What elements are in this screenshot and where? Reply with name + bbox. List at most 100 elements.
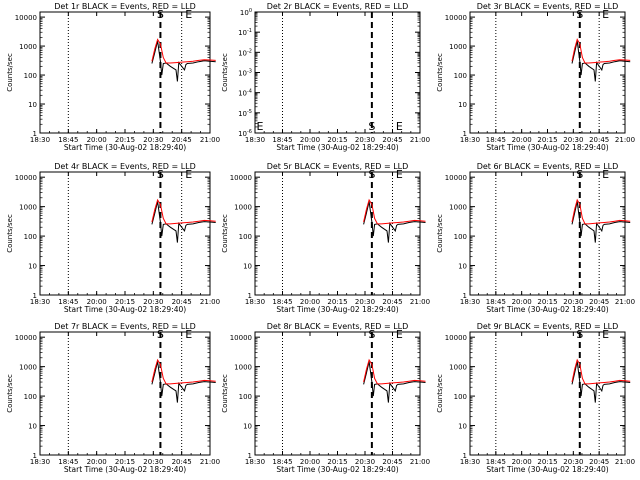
x-tick-label: 20:15 xyxy=(327,458,347,466)
x-axis-label: Start Time (30-Aug-02 18:29:40) xyxy=(276,143,398,152)
x-tick-label: 21:00 xyxy=(410,136,430,144)
y-tick-label: 10 xyxy=(28,101,37,109)
y-tick-label: 10000 xyxy=(15,334,37,342)
x-axis-label: Start Time (30-Aug-02 18:29:40) xyxy=(64,305,186,314)
y-tick-label: 10 xyxy=(458,263,467,271)
y-tick-label: 100 xyxy=(454,72,467,80)
x-axis-label: Start Time (30-Aug-02 18:29:40) xyxy=(64,143,186,152)
plot-frame xyxy=(254,331,421,456)
y-tick-label: 1 xyxy=(463,292,467,300)
x-tick-label: 20:45 xyxy=(589,298,609,306)
x-tick-label: 21:00 xyxy=(200,136,220,144)
panel-title: Det 2r BLACK = Events, RED = LLD xyxy=(267,2,409,11)
x-tick-label: 20:15 xyxy=(537,298,557,306)
y-tick-label: 10-1 xyxy=(238,28,252,37)
lld-series-line xyxy=(363,198,426,225)
y-axis-label: Counts/sec xyxy=(436,374,444,413)
y-tick-label: 10 xyxy=(243,263,252,271)
end-marker-label: E xyxy=(185,8,192,21)
x-tick-label: 20:00 xyxy=(512,136,532,144)
y-tick-label: 1 xyxy=(463,130,467,138)
x-tick-label: 20:30 xyxy=(143,298,163,306)
x-tick-label: 18:30 xyxy=(30,298,50,306)
x-tick-label: 20:15 xyxy=(327,136,347,144)
start-marker-label: S xyxy=(576,328,583,341)
end-marker-label: E xyxy=(396,120,403,133)
x-tick-label: 21:00 xyxy=(410,298,430,306)
y-tick-label: 1 xyxy=(33,292,37,300)
panel-title: Det 3r BLACK = Events, RED = LLD xyxy=(477,2,619,11)
y-tick-label: 10000 xyxy=(445,174,467,182)
y-axis-label: Counts/sec xyxy=(436,214,444,253)
x-tick-label: 18:45 xyxy=(486,298,506,306)
start-marker-label: S xyxy=(157,328,164,341)
events-series-line xyxy=(363,361,426,403)
y-tick-label: 10 xyxy=(28,423,37,431)
x-tick-label: 20:00 xyxy=(87,458,107,466)
y-tick-label: 1000 xyxy=(19,204,37,212)
x-tick-label: 21:00 xyxy=(200,298,220,306)
end-marker-label: E xyxy=(602,8,609,21)
y-axis-label: Counts/sec xyxy=(221,214,229,253)
detector-panel-7: Det 7r BLACK = Events, RED = LLD 18:30 18:… xyxy=(6,322,220,474)
x-tick-label: 20:30 xyxy=(143,458,163,466)
lld-series-line xyxy=(151,358,216,385)
y-tick-label: 10000 xyxy=(445,14,467,22)
detector-panel-8: Det 8r BLACK = Events, RED = LLD 18:30 18:… xyxy=(221,322,430,474)
y-tick-label: 10 xyxy=(458,101,467,109)
detector-panel-3: Det 3r BLACK = Events, RED = LLD 18:30 18:… xyxy=(436,2,635,152)
x-tick-label: 20:45 xyxy=(382,136,402,144)
x-tick-label: 20:45 xyxy=(382,458,402,466)
panel-title: Det 6r BLACK = Events, RED = LLD xyxy=(477,162,619,171)
x-tick-label: 18:45 xyxy=(272,458,292,466)
x-tick-label: 18:45 xyxy=(486,136,506,144)
x-tick-label: 21:00 xyxy=(615,458,635,466)
events-series-line xyxy=(151,201,216,243)
x-tick-label: 18:45 xyxy=(58,458,78,466)
y-tick-label: 100 xyxy=(454,233,467,241)
y-tick-label: 10-3 xyxy=(238,69,252,78)
y-tick-label: 10000 xyxy=(445,334,467,342)
y-tick-label: 10-4 xyxy=(238,89,252,98)
start-marker-label: S xyxy=(368,328,375,341)
y-axis-label: Counts/sec xyxy=(6,214,14,253)
panel-title: Det 9r BLACK = Events, RED = LLD xyxy=(477,322,619,331)
y-tick-label: 1000 xyxy=(234,204,252,212)
y-tick-label: 10 xyxy=(243,423,252,431)
end-marker-label: E xyxy=(396,168,403,181)
x-tick-label: 20:00 xyxy=(512,298,532,306)
y-axis-label: Counts/sec xyxy=(6,374,14,413)
y-tick-label: 10 xyxy=(458,423,467,431)
x-axis-label: Start Time (30-Aug-02 18:29:40) xyxy=(276,305,398,314)
panel-title: Det 4r BLACK = Events, RED = LLD xyxy=(54,162,196,171)
y-tick-label: 1000 xyxy=(19,43,37,51)
y-tick-label: 100 xyxy=(454,393,467,401)
y-tick-label: 10-6 xyxy=(238,129,252,138)
x-tick-label: 20:15 xyxy=(327,298,347,306)
end-marker-label: E xyxy=(396,328,403,341)
y-tick-label: 1 xyxy=(33,452,37,460)
y-tick-label: 100 xyxy=(24,233,37,241)
start-marker-label: S xyxy=(368,120,375,133)
x-tick-label: 20:30 xyxy=(563,458,583,466)
x-tick-label: 18:30 xyxy=(460,458,480,466)
y-tick-label: 10000 xyxy=(15,14,37,22)
x-tick-label: 20:15 xyxy=(115,458,135,466)
y-tick-label: 100 xyxy=(24,72,37,80)
lld-series-line xyxy=(363,358,426,385)
y-tick-label: 1000 xyxy=(449,43,467,51)
y-tick-label: 1000 xyxy=(449,204,467,212)
panel-title: Det 7r BLACK = Events, RED = LLD xyxy=(54,322,196,331)
x-axis-label: Start Time (30-Aug-02 18:29:40) xyxy=(486,465,608,474)
y-tick-label: 1 xyxy=(463,452,467,460)
x-tick-label: 20:00 xyxy=(300,136,320,144)
y-tick-label: 10-5 xyxy=(238,109,252,118)
x-axis-label: Start Time (30-Aug-02 18:29:40) xyxy=(64,465,186,474)
x-tick-label: 18:30 xyxy=(245,136,265,144)
y-tick-label: 1000 xyxy=(19,364,37,372)
panel-title: Det 8r BLACK = Events, RED = LLD xyxy=(267,322,409,331)
lld-series-line xyxy=(151,38,216,64)
events-series-line xyxy=(151,361,216,403)
start-marker-label: S xyxy=(368,168,375,181)
x-tick-label: 21:00 xyxy=(200,458,220,466)
